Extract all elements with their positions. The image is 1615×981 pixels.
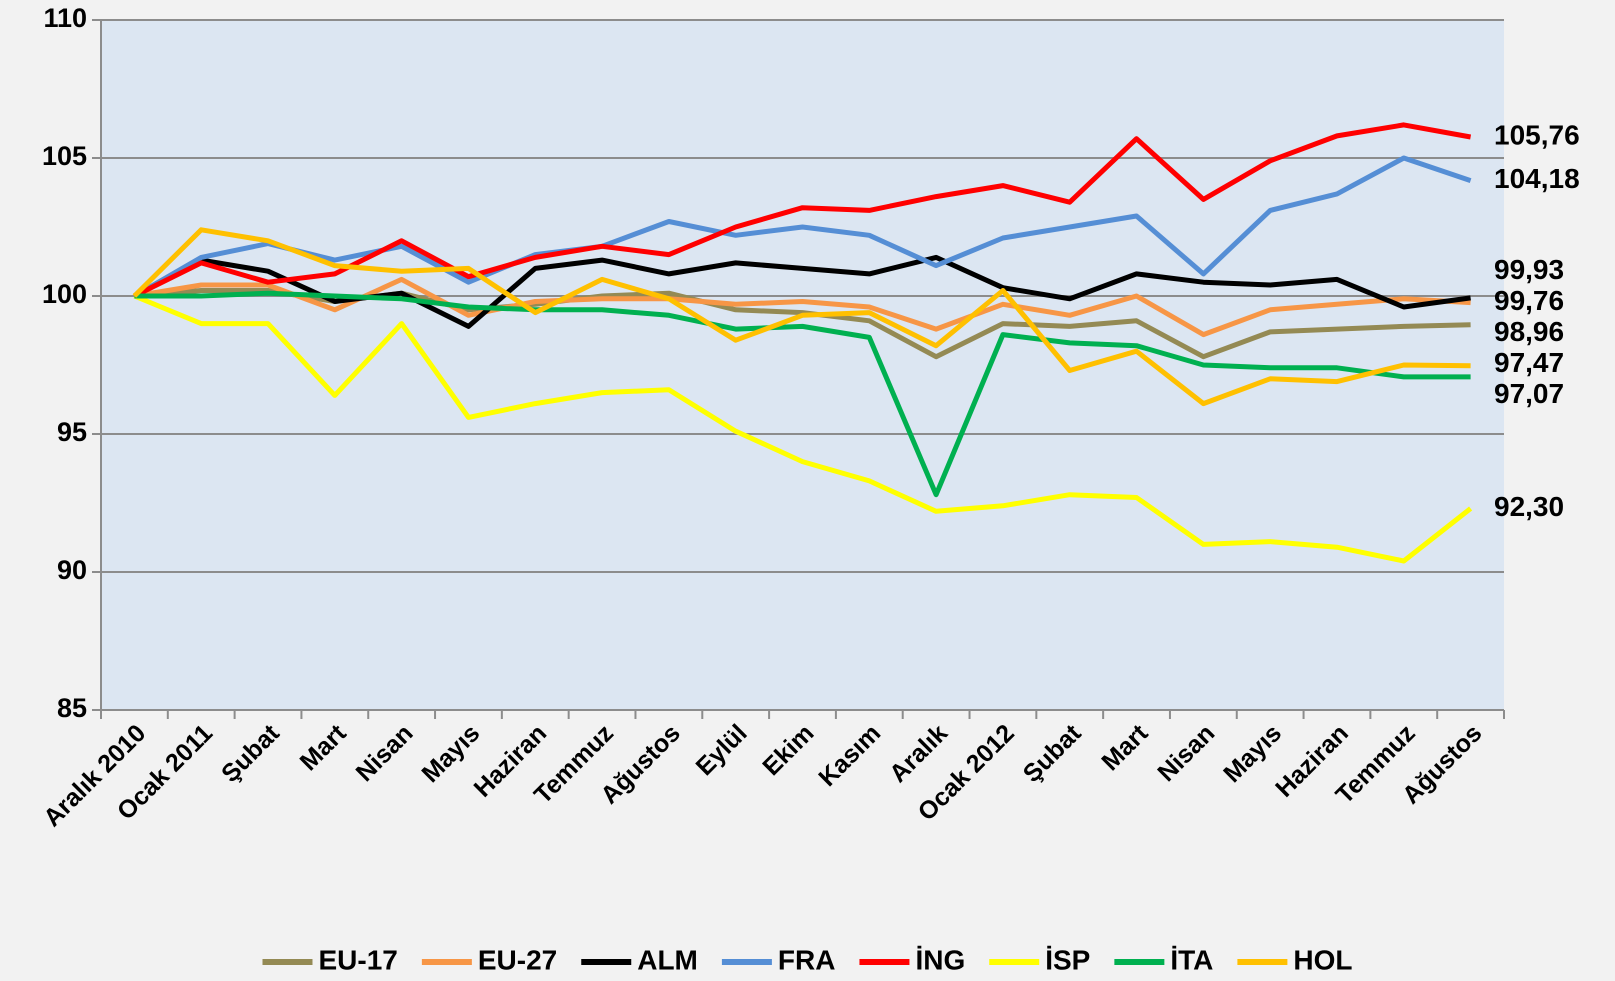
y-tick-label: 95 bbox=[57, 417, 87, 447]
legend-label: EU-17 bbox=[318, 944, 397, 975]
value-label: 104,18 bbox=[1494, 163, 1580, 194]
value-label: 99,93 bbox=[1494, 254, 1564, 285]
legend-label: ALM bbox=[637, 944, 698, 975]
y-tick-label: 110 bbox=[43, 3, 87, 33]
legend-label: EU-27 bbox=[478, 944, 557, 975]
legend-label: İNG bbox=[915, 944, 965, 975]
legend-label: FRA bbox=[778, 944, 836, 975]
legend-label: İSP bbox=[1045, 944, 1090, 975]
y-tick-label: 105 bbox=[42, 141, 87, 171]
value-label: 92,30 bbox=[1494, 491, 1564, 522]
y-tick-label: 100 bbox=[42, 279, 87, 309]
y-tick-label: 85 bbox=[57, 693, 87, 723]
series-line bbox=[132, 227, 1471, 407]
legend-label: HOL bbox=[1293, 944, 1352, 975]
value-label: 99,76 bbox=[1494, 285, 1564, 316]
series-line bbox=[134, 290, 1471, 498]
value-label: 105,76 bbox=[1494, 119, 1580, 150]
value-label: 98,96 bbox=[1494, 316, 1564, 347]
series-line bbox=[133, 293, 1473, 564]
legend-label: İTA bbox=[1170, 944, 1213, 975]
series-line bbox=[133, 155, 1472, 299]
series-line bbox=[133, 122, 1472, 299]
plot-area bbox=[101, 20, 1504, 710]
y-tick-label: 90 bbox=[57, 555, 87, 585]
value-label: 97,07 bbox=[1494, 378, 1564, 409]
value-label: 97,47 bbox=[1494, 347, 1564, 378]
